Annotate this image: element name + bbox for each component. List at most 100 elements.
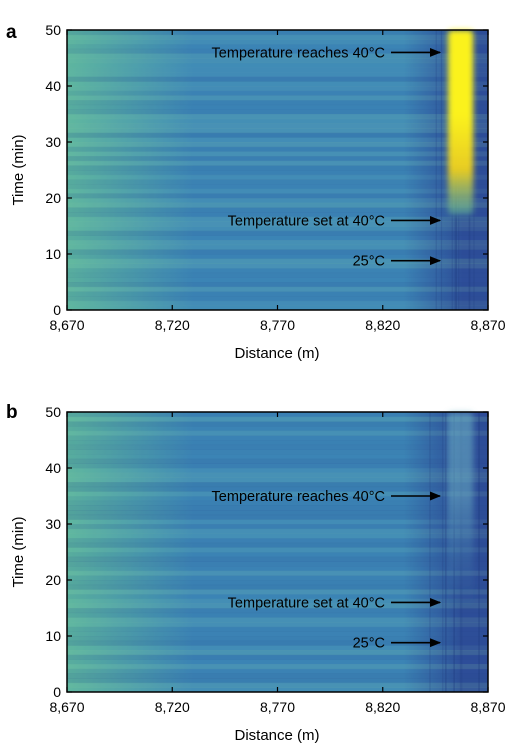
- heatmap-row: [67, 34, 488, 40]
- heatmap-row: [67, 62, 488, 68]
- heatmap-row: [67, 575, 488, 581]
- heatmap-row: [67, 188, 488, 194]
- heatmap-row: [67, 673, 488, 679]
- y-tick-label: 30: [45, 516, 61, 532]
- heatmap-row: [67, 444, 488, 450]
- heatmap-row: [67, 118, 488, 124]
- heatmap-row: [67, 160, 488, 166]
- heatmap-row: [67, 612, 488, 618]
- heatmap-row: [67, 53, 488, 59]
- heatmap-row: [67, 286, 488, 292]
- x-tick-label: 8,720: [155, 699, 190, 715]
- heatmap-row: [67, 123, 488, 129]
- heatmap-row: [67, 90, 488, 96]
- heatmap-row: [67, 668, 488, 674]
- heatmap-row: [67, 598, 488, 604]
- heatmap-row: [67, 151, 488, 157]
- heatmap-streak: [429, 412, 431, 692]
- annotation-label: 25°C: [353, 636, 385, 652]
- x-tick-label: 8,870: [470, 699, 505, 715]
- heatmap-row: [67, 230, 488, 236]
- heatmap-streak: [478, 412, 480, 692]
- y-tick-label: 30: [45, 134, 61, 150]
- heatmap-row: [67, 76, 488, 82]
- heatmap-row: [67, 477, 488, 483]
- panel-a-annotations: Temperature reaches 40°C Temperature set …: [212, 45, 442, 270]
- heatmap-row: [67, 235, 488, 241]
- heatmap-row: [67, 552, 488, 558]
- heatmap-row: [67, 198, 488, 204]
- heatmap-row: [67, 142, 488, 148]
- heatmap-row: [67, 240, 488, 246]
- heatmap-row: [67, 174, 488, 180]
- heatmap-row: [67, 500, 488, 506]
- heatmap-row: [67, 510, 488, 516]
- x-tick-label: 8,820: [365, 699, 400, 715]
- x-tick-label: 8,870: [470, 317, 505, 333]
- heatmap-streak: [445, 412, 447, 692]
- x-tick-label: 8,820: [365, 317, 400, 333]
- x-tick-label: 8,770: [260, 699, 295, 715]
- panel-b-label: b: [6, 402, 18, 423]
- heatmap-row: [67, 533, 488, 539]
- heatmap-row: [67, 524, 488, 530]
- heatmap-row: [67, 207, 488, 213]
- heatmap-background: [67, 30, 488, 310]
- heatmap-row: [67, 608, 488, 614]
- heatmap-row: [67, 435, 488, 441]
- heatmap-row: [67, 146, 488, 152]
- heatmap-row: [67, 296, 488, 302]
- heatmap-row: [67, 645, 488, 651]
- x-tick-label: 8,670: [49, 699, 84, 715]
- heatmap-row: [67, 603, 488, 609]
- heatmap-row: [67, 463, 488, 469]
- heatmap-row: [67, 631, 488, 637]
- heatmap-row: [67, 282, 488, 288]
- heatmap-row: [67, 454, 488, 460]
- heatmap-row: [67, 128, 488, 134]
- heatmap-row: [67, 622, 488, 628]
- panel-a-label: a: [6, 22, 17, 43]
- heatmap-row: [67, 566, 488, 572]
- heatmap-row: [67, 67, 488, 73]
- heatmap-row: [67, 458, 488, 464]
- heatmap-row: [67, 682, 488, 688]
- heatmap-row: [67, 556, 488, 562]
- heatmap-streak: [444, 412, 447, 692]
- panel-b-annotations: Temperature reaches 40°C Temperature set …: [212, 489, 442, 652]
- panel-a-ticks: 8,670 8,720 8,770 8,820 8,870 0 10 20 30 40 50: [45, 22, 505, 333]
- heatmap-row: [67, 636, 488, 642]
- heatmap-row: [67, 221, 488, 227]
- heatmap-row: [67, 184, 488, 190]
- heatmap-streak: [435, 30, 437, 310]
- annotation-label: Temperature reaches 40°C: [212, 45, 385, 61]
- heatmap-row: [67, 561, 488, 567]
- heatmap-row: [67, 263, 488, 269]
- heatmap-row: [67, 430, 488, 436]
- heatmap-row: [67, 156, 488, 162]
- heatmap-row: [67, 589, 488, 595]
- heatmap-row: [67, 580, 488, 586]
- heatmap-row: [67, 570, 488, 576]
- heatmap-row: [67, 491, 488, 497]
- heatmap-row: [67, 449, 488, 455]
- heatmap-row: [67, 86, 488, 92]
- heatmap-row: [67, 654, 488, 660]
- y-tick-label: 20: [45, 190, 61, 206]
- y-tick-label: 40: [45, 460, 61, 476]
- heatmap-background: [67, 412, 488, 692]
- heatmap-row: [67, 626, 488, 632]
- y-tick-label: 20: [45, 572, 61, 588]
- heatmap-streak: [440, 30, 443, 310]
- heatmap-row: [67, 416, 488, 422]
- heatmap-row: [67, 100, 488, 106]
- y-tick-label: 50: [45, 404, 61, 420]
- heatmap-row: [67, 212, 488, 218]
- y-tick-label: 0: [53, 684, 61, 700]
- panel-a-xlabel: Distance (m): [234, 345, 319, 362]
- heatmap-row: [67, 584, 488, 590]
- panel-b-xlabel: Distance (m): [234, 727, 319, 744]
- heatmap-hotspot: [448, 30, 474, 215]
- heatmap-streak: [442, 412, 444, 692]
- heatmap-streak: [478, 412, 480, 692]
